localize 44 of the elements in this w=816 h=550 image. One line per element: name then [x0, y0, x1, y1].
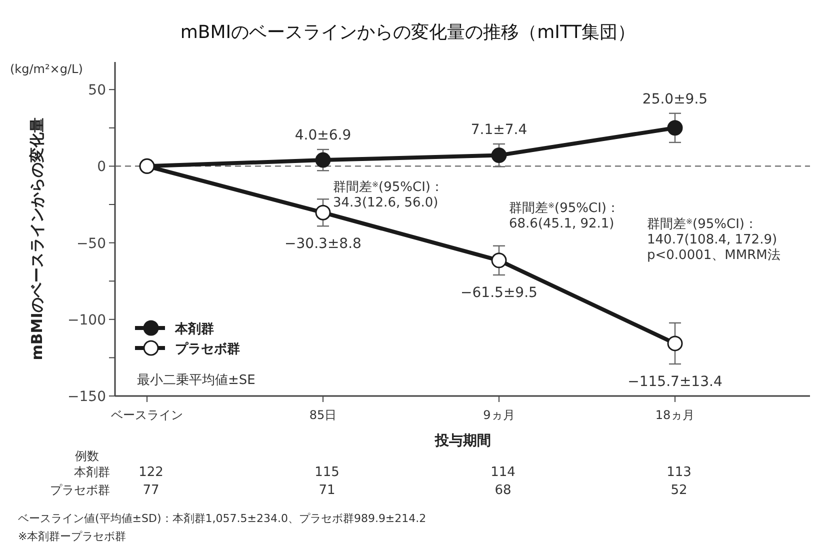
text: 本剤群	[74, 465, 110, 479]
text: 115	[314, 465, 340, 480]
annotation: 群間差$^{※}$(95%CI)： 68.6(45.1, 92.1)	[509, 200, 620, 232]
legend-label: プラセボ群	[175, 341, 240, 357]
data-label: 7.1±7.4	[470, 122, 528, 138]
x-tick-label: 18ヵ月	[655, 408, 695, 422]
annotation: 群間差$^{※}$(95%CI)： 34.3(12.6, 56.0)	[333, 180, 444, 211]
text: 例数	[75, 449, 99, 463]
legend-label: 本剤群	[174, 321, 214, 337]
text: 114	[490, 465, 516, 480]
text: 71	[318, 483, 336, 498]
text: 52	[670, 483, 688, 498]
text: 68	[494, 483, 512, 498]
x-tick-label: 85日	[309, 408, 337, 422]
x-tick-label: 9ヵ月	[483, 408, 515, 422]
data-label: −115.7±13.4	[628, 374, 722, 390]
point	[667, 120, 683, 136]
text: 113	[666, 465, 692, 480]
data-label: −61.5±9.5	[460, 284, 538, 301]
data-label: 25.0±9.5	[642, 91, 708, 108]
text: 77	[142, 483, 160, 498]
point	[491, 148, 507, 164]
point	[491, 252, 507, 268]
annotation: 最小二乗平均値±SE	[137, 373, 256, 388]
data-label: 4.0±6.9	[294, 127, 352, 144]
y-axis-title: mBMIのベースラインからの変化量	[28, 118, 46, 360]
x-tick-label: ベースライン	[111, 408, 183, 422]
point	[315, 204, 331, 220]
data-label: −30.3±8.8	[284, 236, 362, 252]
annotation: 群間差$^{※}$(95%CI)： 140.7(108.4, 172.9) p<0.0001、MMRM法	[647, 216, 780, 264]
text: 122	[138, 465, 164, 480]
text: ベースライン値(平均値±SD)：本剤群1,057.5±234.0、プラセボ群989.9±214.2	[18, 512, 426, 525]
point	[667, 336, 683, 352]
x-axis-title: 投与期間	[434, 433, 491, 449]
point	[315, 152, 331, 168]
text: プラセボ群	[50, 483, 110, 497]
y-tick-label: 50	[88, 82, 106, 99]
y-tick-label: −150	[68, 389, 106, 405]
y-tick-label: −50	[76, 236, 106, 252]
text: (kg/m²×g/L)	[10, 62, 83, 76]
text: ※本剤群ープラセボ群	[18, 530, 126, 543]
y-tick-label: 0	[97, 159, 106, 176]
y-tick-label: −100	[68, 312, 106, 328]
chart-title: mBMIのベースラインからの変化量の推移（mITT集団）	[180, 22, 636, 43]
